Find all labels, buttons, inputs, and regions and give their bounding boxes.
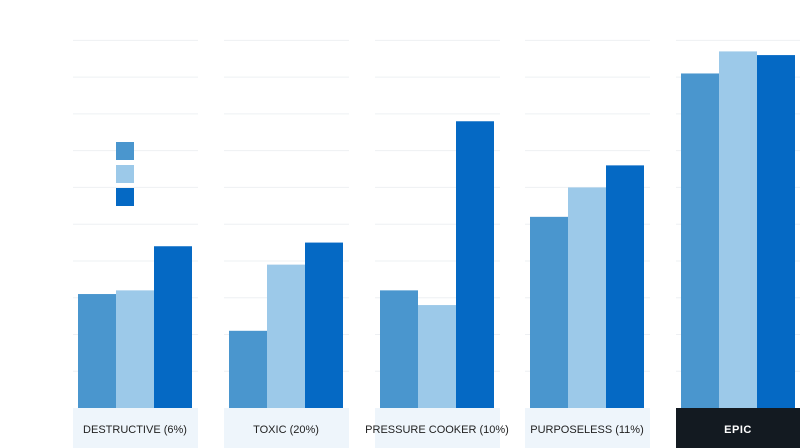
legend-swatch <box>116 165 134 183</box>
bar <box>418 305 456 408</box>
label-band <box>375 408 500 448</box>
highlight-label-band <box>676 408 800 448</box>
legend-swatch <box>116 188 134 206</box>
category-label: PURPOSELESS (11%) <box>530 424 644 436</box>
bar <box>456 121 494 408</box>
bar <box>305 242 343 408</box>
label-band <box>224 408 349 448</box>
bar <box>530 216 568 408</box>
label-band-layer <box>73 408 800 448</box>
category-label-layer: DESTRUCTIVE (6%) TOXIC (20%) PRESSURE COOK… <box>83 424 752 436</box>
label-band <box>73 408 198 448</box>
bar <box>380 290 418 408</box>
category-label: EPIC <box>724 424 752 436</box>
bar-layer <box>78 51 795 409</box>
legend-swatch <box>116 142 134 160</box>
bar <box>229 330 267 408</box>
label-band <box>525 408 650 448</box>
bar <box>154 246 192 408</box>
bar <box>78 294 116 408</box>
category-label: PRESSURE COOKER (10%) <box>365 424 509 436</box>
category-label: DESTRUCTIVE (6%) <box>83 424 187 436</box>
legend <box>116 142 134 206</box>
category-label: TOXIC (20%) <box>253 424 319 436</box>
bar <box>757 55 795 408</box>
bar <box>116 290 154 408</box>
bar <box>606 165 644 408</box>
bar <box>267 264 305 408</box>
bar <box>681 73 719 408</box>
bar <box>719 51 757 409</box>
bar <box>568 187 606 408</box>
